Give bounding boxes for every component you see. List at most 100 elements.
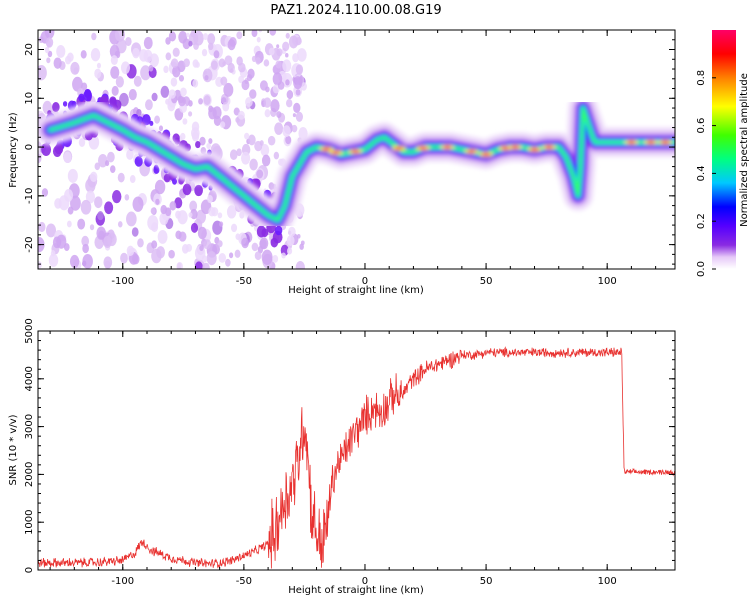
spectrogram-noise-blob <box>112 190 122 204</box>
snr-y-label: SNR (10 * v/v) <box>8 414 19 485</box>
spectrogram-noise-blob <box>230 68 234 73</box>
spectrogram-noise-blob <box>63 151 72 164</box>
spectrogram-noise-blob <box>69 254 80 269</box>
spectrogram-hotspot-core <box>500 146 510 150</box>
spectrogram-noise-blob <box>48 253 59 267</box>
spectrogram-noise-blob <box>261 154 271 167</box>
spectrogram-noise-blob <box>204 74 209 81</box>
spectrogram-noise-blob <box>245 96 253 107</box>
spectrogram-noise-blob <box>282 125 291 137</box>
spectrogram-noise-blob <box>225 258 231 267</box>
spectrogram-noise-blob <box>217 212 223 219</box>
spectrogram-hotspot-core <box>510 145 520 149</box>
spectrogram-hotspot-core <box>646 140 656 144</box>
spectrogram-noise-blob <box>295 36 302 46</box>
spectrogram-noise-blob <box>45 37 54 48</box>
spectrogram-noise-blob <box>254 251 262 261</box>
spectrogram-noise-blob <box>193 42 199 50</box>
spectrogram-noise-blob <box>229 149 238 161</box>
spectrogram-noise-blob <box>145 99 153 111</box>
snr-x-tick-label: 0 <box>362 576 368 587</box>
spectrogram-noise-blob <box>296 233 301 239</box>
spectrogram-noise-blob <box>235 117 240 123</box>
spectrogram-noise-blob <box>275 60 282 69</box>
spectrogram-noise-blob <box>136 108 142 117</box>
spectrogram-noise-blob <box>183 58 190 67</box>
spectrogram-noise-blob <box>201 48 208 57</box>
spectrogram-noise-blob <box>80 199 92 215</box>
spectrogram-noise-blob <box>180 132 186 141</box>
spectrogram-noise-blob <box>165 98 170 105</box>
spectrogram-noise-blob <box>133 75 142 87</box>
spectrogram-noise-blob <box>207 194 213 204</box>
spectrogram-noise-blob <box>203 239 212 250</box>
spectrogram-noise-blob <box>300 82 307 91</box>
spectrogram-noise-blob <box>178 74 185 82</box>
spectrogram-hotspot-core <box>660 140 670 144</box>
snr-x-tick-label: -50 <box>236 576 252 587</box>
spectrogram-noise-blob <box>285 79 290 86</box>
spectrogram-noise-blob <box>277 81 285 90</box>
spectrogram-noise-blob <box>85 190 96 204</box>
spectrogram-noise-blob <box>270 99 280 113</box>
colorbar-label: Normalized spectral amplitude <box>739 73 750 227</box>
spectrogram-noise-blob <box>178 96 186 107</box>
spectrogram-noise-blob <box>238 62 246 73</box>
spectrogram-noise-blob <box>91 32 97 41</box>
snr-background <box>38 331 675 570</box>
spectrogram-noise-blob <box>125 36 132 47</box>
spectrogram-noise-blob <box>244 132 250 140</box>
spectrogram-x-label: Height of straight line (km) <box>288 285 424 296</box>
spectrogram-noise-blob <box>288 35 299 49</box>
spectrogram-noise-blob <box>115 76 124 88</box>
spectrogram-noise-blob <box>126 245 135 257</box>
spectrogram-noise-blob <box>264 109 271 118</box>
spectrogram-scatter-blob <box>172 133 180 143</box>
spectrogram-scatter-blob <box>153 166 160 174</box>
spectrogram-noise-blob <box>109 165 116 174</box>
spectrogram-x-tick-label: 0 <box>362 276 368 287</box>
spectrogram-noise-blob <box>272 84 280 94</box>
spectrogram-noise-blob <box>255 57 261 65</box>
spectrogram-noise-blob <box>268 182 275 190</box>
spectrogram-noise-blob <box>44 46 50 54</box>
spectrogram-noise-blob <box>189 200 198 212</box>
spectrogram-hotspot-core <box>442 145 452 149</box>
spectrogram-hotspot-core <box>530 147 540 152</box>
spectrogram-scatter-blob <box>171 178 177 185</box>
spectrogram-noise-blob <box>295 260 305 269</box>
spectrogram-noise-blob <box>178 231 187 242</box>
spectrogram-noise-blob <box>78 137 86 147</box>
snr-y-tick-label: 1000 <box>24 509 35 534</box>
spectrogram-noise-blob <box>249 89 257 99</box>
spectrogram-noise-blob <box>276 44 280 49</box>
spectrogram-noise-blob <box>219 121 226 129</box>
figure-title: PAZ1.2024.110.00.08.G19 <box>270 3 441 18</box>
spectrogram-scatter-blob <box>142 114 151 126</box>
spectrogram-noise-blob <box>286 235 295 247</box>
spectrogram-noise-blob <box>236 31 243 40</box>
spectrogram-noise-blob <box>46 57 51 64</box>
spectrogram-noise-blob <box>109 44 120 59</box>
spectrogram-noise-blob <box>174 197 183 209</box>
spectrogram-noise-blob <box>261 249 273 265</box>
spectrogram-noise-blob <box>282 41 290 52</box>
spectrogram-noise-blob <box>288 226 296 237</box>
snr-y-ticks: 0 1000 2000 3000 4000 5000 <box>24 318 675 573</box>
spectrogram-scatter-blob <box>52 102 60 112</box>
spectrogram-noise-blob <box>150 207 156 215</box>
spectrogram-noise-blob <box>56 234 67 249</box>
spectrogram-noise-blob <box>156 246 166 259</box>
spectrogram-noise-blob <box>81 235 90 247</box>
spectrogram-noise-blob <box>219 221 224 227</box>
spectrogram-noise-blob <box>120 252 128 264</box>
spectrogram-noise-blob <box>151 92 158 102</box>
spectrogram-y-tick-label: -20 <box>24 236 35 252</box>
spectrogram-noise-blob <box>163 65 169 74</box>
spectrogram-noise-blob <box>295 89 301 96</box>
spectrogram-noise-blob <box>240 151 251 165</box>
spectrogram-noise-blob <box>235 233 241 240</box>
colorbar: 0.0 0.2 0.4 0.6 0.8 Normalized spectral ampl… <box>696 30 750 277</box>
